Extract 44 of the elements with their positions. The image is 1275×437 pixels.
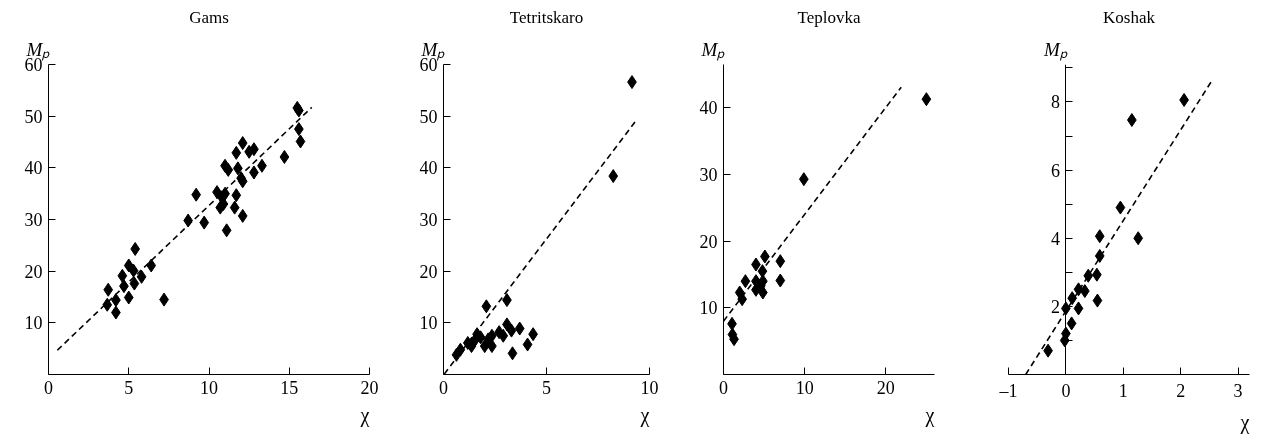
- y-tick-label: 50: [419, 106, 438, 127]
- y-tick-label: 20: [699, 231, 718, 252]
- y-tick-label: 20: [419, 261, 438, 282]
- x-tick-label: 0: [1061, 380, 1071, 401]
- x-tick-label: 0: [439, 377, 448, 398]
- y-tick-label: 30: [419, 210, 438, 230]
- y-tick-label: 4: [1050, 228, 1060, 249]
- y-tick-label: 10: [419, 313, 438, 334]
- x-tick-label: 0: [44, 377, 53, 398]
- y-tick-label: 2: [1050, 296, 1060, 317]
- y-tick-label: 8: [1050, 92, 1060, 113]
- x-axis-title: χ: [639, 403, 650, 427]
- x-tick-label: 20: [876, 377, 895, 398]
- y-tick-label: 30: [699, 165, 718, 185]
- y-axis-title: Mₚ: [700, 38, 726, 61]
- x-axis-title: χ: [1239, 410, 1250, 434]
- y-tick-label: 40: [419, 158, 438, 179]
- x-tick-label: 20: [360, 377, 379, 398]
- x-tick-label: 5: [124, 377, 134, 398]
- x-tick-label: 3: [1233, 380, 1243, 401]
- chart-title: Teplovka: [797, 7, 861, 27]
- y-tick-label: 40: [24, 158, 43, 179]
- x-tick-label: –1: [998, 380, 1018, 401]
- chart-title: Koshak: [1103, 7, 1156, 27]
- x-tick-label: 5: [542, 377, 551, 398]
- x-tick-label: 10: [640, 377, 659, 398]
- y-axis-title: Mₚ: [1042, 38, 1068, 61]
- x-tick-label: 10: [200, 377, 218, 398]
- y-tick-label: 50: [24, 106, 43, 127]
- y-tick-label: 40: [699, 98, 718, 119]
- x-axis-title: χ: [359, 403, 370, 427]
- y-tick-label: 6: [1050, 160, 1060, 181]
- x-tick-label: 0: [719, 377, 728, 398]
- x-tick-label: 10: [795, 377, 814, 398]
- x-axis-title: χ: [924, 403, 935, 427]
- x-tick-label: 15: [280, 377, 299, 398]
- y-tick-label: 10: [699, 298, 718, 319]
- chart-title: Tetritskaro: [509, 7, 584, 27]
- y-tick-label: 20: [24, 261, 43, 282]
- y-tick-label: 10: [24, 313, 43, 334]
- x-tick-label: 1: [1118, 380, 1128, 401]
- chart-title: Gams: [189, 7, 229, 27]
- x-tick-label: 2: [1176, 380, 1186, 401]
- y-tick-label: 30: [24, 210, 43, 230]
